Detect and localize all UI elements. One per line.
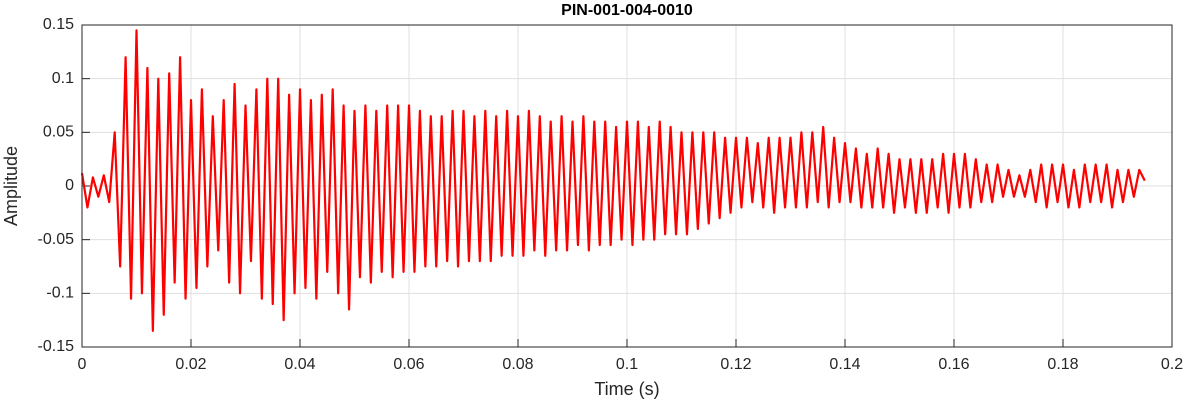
y-tick-label: 0.05	[43, 124, 74, 141]
x-tick-label: 0	[78, 356, 87, 373]
x-tick-label: 0.08	[502, 356, 533, 373]
y-tick-label: -0.15	[38, 338, 75, 355]
y-tick-label: -0.05	[38, 231, 75, 248]
x-axis-label: Time (s)	[594, 379, 659, 399]
y-tick-label: 0.15	[43, 16, 74, 33]
plot-frame	[81, 24, 1173, 348]
y-axis-label: Amplitude	[1, 146, 21, 226]
y-tick-label: 0.1	[52, 70, 74, 87]
chart-title: PIN-001-004-0010	[561, 2, 693, 19]
data-line	[80, 29, 1146, 332]
x-tick-label: 0.04	[284, 356, 315, 373]
y-tick-label: -0.1	[46, 285, 74, 302]
x-tick-label: 0.16	[938, 356, 969, 373]
x-tick-label: 0.14	[829, 356, 860, 373]
y-tick-label: 0	[65, 177, 74, 194]
x-tick-label: 0.2	[1161, 356, 1183, 373]
x-tick-label: 0.02	[175, 356, 206, 373]
x-tick-label: 0.12	[720, 356, 751, 373]
x-tick-label: 0.1	[616, 356, 638, 373]
x-tick-label: 0.18	[1047, 356, 1078, 373]
x-tick-label: 0.06	[393, 356, 424, 373]
